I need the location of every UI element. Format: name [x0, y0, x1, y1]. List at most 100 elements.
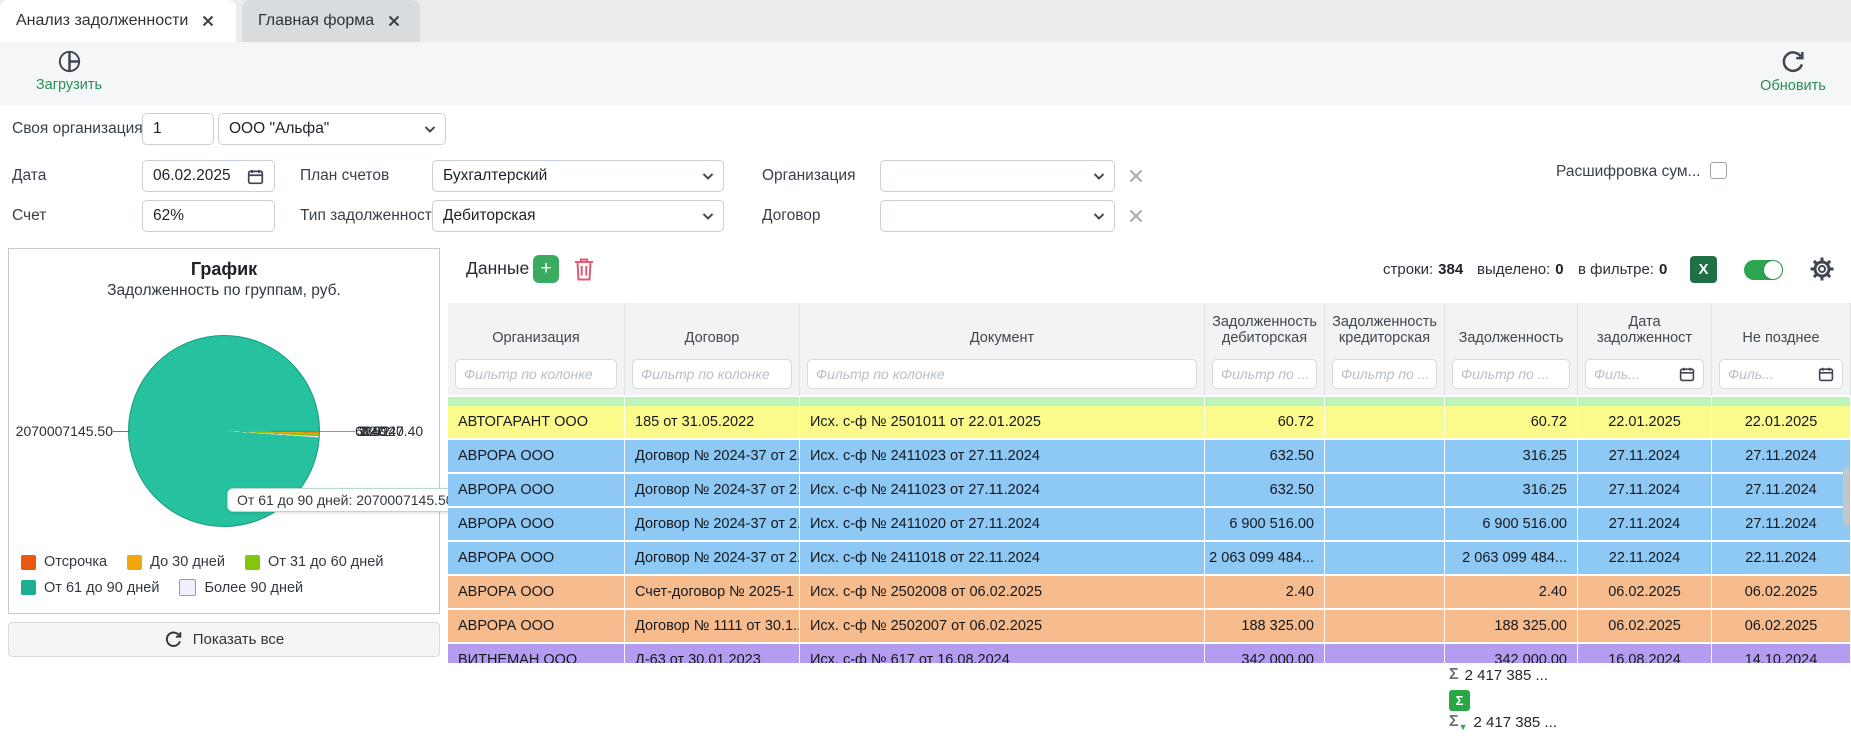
table-cell[interactable]: АВРОРА ООО: [448, 474, 625, 508]
table-cell[interactable]: АВРОРА ООО: [448, 542, 625, 576]
column-filter-input[interactable]: Филь...: [1585, 359, 1704, 389]
table-cell[interactable]: 316.25: [1445, 440, 1578, 474]
calendar-icon[interactable]: [1818, 366, 1834, 382]
table-cell[interactable]: 27.11.2024: [1712, 440, 1851, 474]
table-cell[interactable]: 2.40: [1445, 576, 1578, 610]
table-cell[interactable]: [1325, 576, 1445, 610]
table-cell[interactable]: 27.11.2024: [1578, 474, 1712, 508]
table-cell[interactable]: 632.50: [1205, 440, 1325, 474]
column-filter-input[interactable]: Фильтр по ...: [1212, 359, 1317, 389]
own-org-code-input[interactable]: 1: [142, 113, 214, 145]
excel-export-button[interactable]: X: [1690, 256, 1717, 283]
table-cell[interactable]: Исх. с-ф № 2411023 от 27.11.2024: [800, 440, 1205, 474]
trash-icon[interactable]: [572, 256, 596, 282]
table-cell[interactable]: 2 063 099 484...: [1205, 542, 1325, 576]
table-cell[interactable]: Договор № 1111 от 30.1...: [625, 610, 800, 644]
table-cell[interactable]: [1325, 644, 1445, 663]
org-clear-icon[interactable]: [1128, 168, 1144, 184]
date-input[interactable]: 06.02.2025: [142, 160, 275, 192]
table-cell[interactable]: 316.25: [1445, 474, 1578, 508]
column-header[interactable]: Документ: [800, 303, 1205, 353]
table-cell[interactable]: 22.01.2025: [1712, 406, 1851, 440]
table-cell[interactable]: АВРОРА ООО: [448, 508, 625, 542]
tab-debt-analysis[interactable]: Анализ задолженности: [0, 0, 236, 42]
load-button[interactable]: Загрузить: [36, 49, 102, 93]
column-header[interactable]: Задолженность дебиторская: [1205, 303, 1325, 353]
column-header[interactable]: Задолженность: [1445, 303, 1578, 353]
table-cell[interactable]: [1325, 440, 1445, 474]
table-cell[interactable]: Исх. с-ф № 2502008 от 06.02.2025: [800, 576, 1205, 610]
calendar-icon[interactable]: [247, 168, 264, 185]
table-cell[interactable]: АВРОРА ООО: [448, 576, 625, 610]
table-cell[interactable]: 06.02.2025: [1578, 610, 1712, 644]
table-cell[interactable]: Исх. с-ф № 2411023 от 27.11.2024: [800, 474, 1205, 508]
table-cell[interactable]: Договор № 2024-37 от 2...: [625, 474, 800, 508]
own-org-select[interactable]: ООО "Альфа": [218, 113, 446, 145]
column-filter-input[interactable]: Фильтр по ...: [1452, 359, 1570, 389]
table-cell[interactable]: 342 000.00: [1205, 644, 1325, 663]
table-cell[interactable]: 27.11.2024: [1578, 508, 1712, 542]
table-cell[interactable]: 6 900 516.00: [1205, 508, 1325, 542]
table-cell[interactable]: 185 от 31.05.2022: [625, 406, 800, 440]
table-cell[interactable]: 342 000.00: [1445, 644, 1578, 663]
table-cell[interactable]: Счет-договор № 2025-1 ...: [625, 576, 800, 610]
gear-icon[interactable]: [1808, 255, 1836, 283]
table-cell[interactable]: [1325, 474, 1445, 508]
table-cell[interactable]: ВИТНЕМАН ООО: [448, 644, 625, 663]
table-cell[interactable]: Исх. с-ф № 617 от 16.08.2024: [800, 644, 1205, 663]
column-header[interactable]: Договор: [625, 303, 800, 353]
table-cell[interactable]: 2.40: [1205, 576, 1325, 610]
table-cell[interactable]: 16.08.2024: [1578, 644, 1712, 663]
table-cell[interactable]: 27.11.2024: [1578, 440, 1712, 474]
column-header[interactable]: Дата задолженност: [1578, 303, 1712, 353]
table-cell[interactable]: АВРОРА ООО: [448, 440, 625, 474]
column-filter-input[interactable]: Фильтр по колонке: [455, 359, 617, 389]
contract-filter-select[interactable]: [880, 200, 1115, 232]
table-cell[interactable]: Договор № 2024-37 от 2...: [625, 508, 800, 542]
refresh-button[interactable]: Обновить: [1752, 49, 1834, 94]
org-filter-select[interactable]: [880, 160, 1115, 192]
table-cell[interactable]: Исх. с-ф № 2501011 от 22.01.2025: [800, 406, 1205, 440]
column-filter-input[interactable]: Фильтр по колонке: [807, 359, 1197, 389]
table-cell[interactable]: Договор № 2024-37 от 2...: [625, 542, 800, 576]
table-cell[interactable]: [1325, 406, 1445, 440]
table-cell[interactable]: 2 063 099 484...: [1445, 542, 1578, 576]
legend-item[interactable]: До 30 дней: [127, 554, 225, 570]
legend-item[interactable]: Отсрочка: [21, 554, 107, 570]
account-input[interactable]: 62%: [142, 200, 275, 232]
tab-main-form[interactable]: Главная форма: [242, 0, 420, 42]
table-cell[interactable]: 27.11.2024: [1712, 474, 1851, 508]
legend-item[interactable]: От 61 до 90 дней: [21, 579, 159, 596]
table-cell[interactable]: 22.01.2025: [1578, 406, 1712, 440]
add-row-button[interactable]: +: [533, 255, 559, 283]
column-header[interactable]: Организация: [448, 303, 625, 353]
table-cell[interactable]: Исх. с-ф № 2502007 от 06.02.2025: [800, 610, 1205, 644]
table-cell[interactable]: 60.72: [1205, 406, 1325, 440]
table-cell[interactable]: [1325, 542, 1445, 576]
close-icon[interactable]: [388, 15, 400, 27]
table-cell[interactable]: 632.50: [1205, 474, 1325, 508]
sum-badge-button[interactable]: Σ: [1449, 690, 1470, 711]
table-cell[interactable]: Д-63 от 30.01.2023: [625, 644, 800, 663]
column-header[interactable]: Не позднее: [1712, 303, 1851, 353]
column-filter-input[interactable]: Фильтр по ...: [1332, 359, 1437, 389]
legend-item[interactable]: От 31 до 60 дней: [244, 554, 383, 570]
table-cell[interactable]: Договор № 2024-37 от 2...: [625, 440, 800, 474]
calendar-icon[interactable]: [1679, 366, 1695, 382]
color-mode-toggle[interactable]: [1744, 260, 1783, 280]
table-cell[interactable]: 06.02.2025: [1712, 576, 1851, 610]
decode-sum-checkbox[interactable]: [1710, 162, 1727, 179]
table-cell[interactable]: [1325, 610, 1445, 644]
chart-of-accounts-select[interactable]: Бухгалтерский: [432, 160, 724, 192]
table-cell[interactable]: 27.11.2024: [1712, 508, 1851, 542]
table-cell[interactable]: [1325, 508, 1445, 542]
table-cell[interactable]: Исх. с-ф № 2411020 от 27.11.2024: [800, 508, 1205, 542]
table-cell[interactable]: 188 325.00: [1205, 610, 1325, 644]
column-header[interactable]: Задолженность кредиторская: [1325, 303, 1445, 353]
table-cell[interactable]: 22.11.2024: [1578, 542, 1712, 576]
table-cell[interactable]: 14.10.2024: [1712, 644, 1851, 663]
table-cell[interactable]: 188 325.00: [1445, 610, 1578, 644]
table-row-partial-top[interactable]: [448, 397, 1851, 406]
column-filter-input[interactable]: Филь...: [1719, 359, 1843, 389]
column-filter-input[interactable]: Фильтр по колонке: [632, 359, 792, 389]
